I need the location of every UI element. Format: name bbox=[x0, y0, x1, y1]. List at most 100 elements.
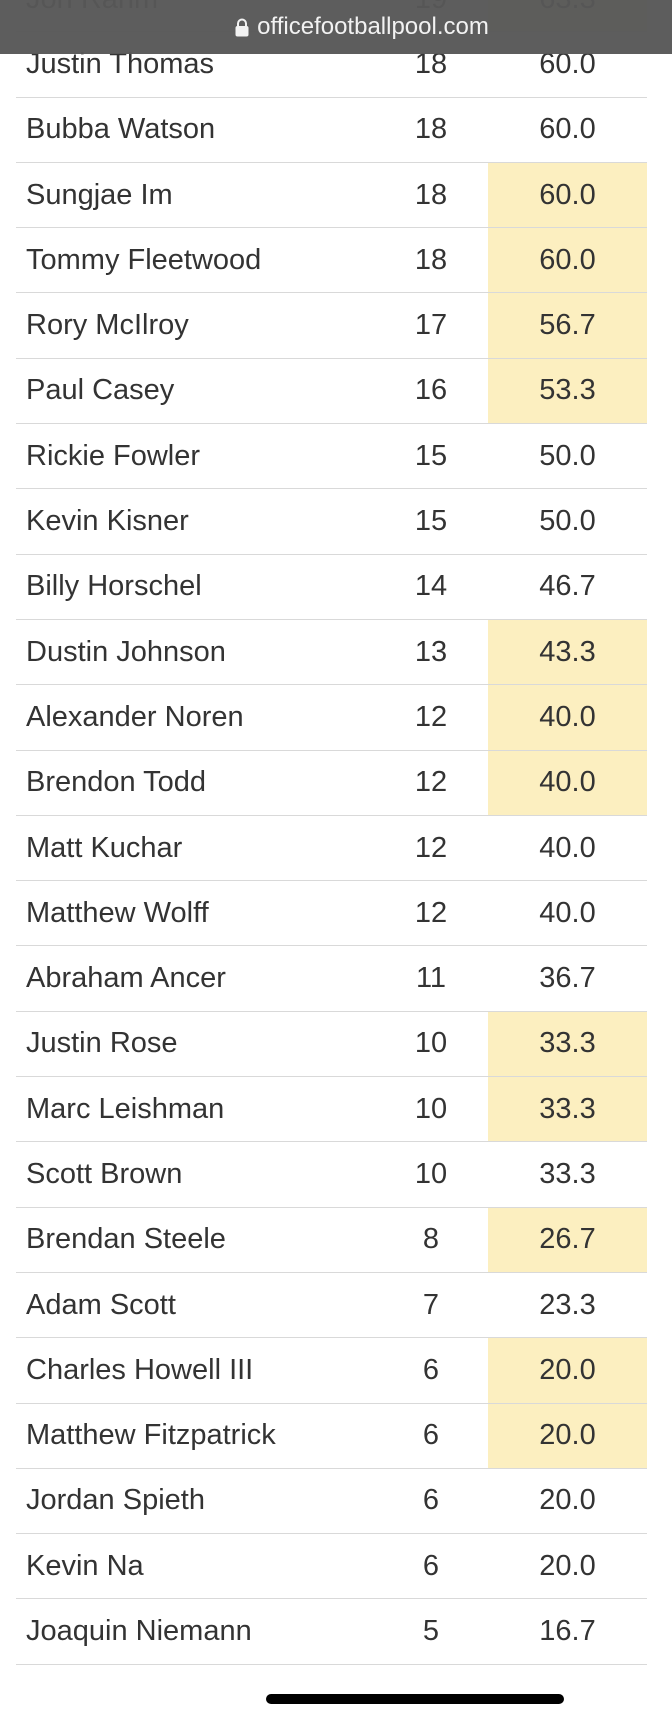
player-name-cell: Adam Scott bbox=[26, 1288, 176, 1321]
address-bar[interactable]: officefootballpool.com bbox=[0, 0, 672, 54]
percentage-cell: 26.7 bbox=[488, 1207, 647, 1272]
table-row: Billy Horschel 14 46.7 bbox=[16, 555, 647, 620]
percentage-cell: 46.7 bbox=[539, 570, 596, 603]
percentage-cell: 20.0 bbox=[488, 1338, 647, 1403]
wins-cell: 12 bbox=[414, 831, 448, 864]
percentage-cell: 33.3 bbox=[539, 1157, 596, 1190]
player-name-cell: Bubba Watson bbox=[26, 113, 216, 146]
percentage-cell: 20.0 bbox=[539, 1549, 596, 1582]
table-row: Bubba Watson 18 60.0 bbox=[16, 98, 647, 163]
table-row: Rickie Fowler 15 50.0 bbox=[16, 424, 647, 490]
table-row: Brendon Todd 12 40.0 bbox=[16, 750, 647, 816]
player-name-cell: Rory McIlroy bbox=[26, 309, 189, 342]
player-name-cell: Justin Rose bbox=[26, 1027, 178, 1060]
wins-cell: 6 bbox=[422, 1419, 440, 1452]
player-name-cell: Rickie Fowler bbox=[26, 439, 201, 472]
wins-cell: 12 bbox=[414, 700, 448, 733]
wins-cell: 18 bbox=[414, 178, 448, 211]
percentage-cell: 20.0 bbox=[539, 1484, 596, 1517]
wins-cell: 8 bbox=[422, 1223, 440, 1256]
lock-icon bbox=[235, 18, 249, 37]
player-name-cell: Kevin Kisner bbox=[26, 505, 189, 538]
percentage-cell: 16.7 bbox=[539, 1615, 596, 1648]
percentage-cell: 60.0 bbox=[488, 162, 647, 228]
percentage-cell: 40.0 bbox=[488, 750, 647, 815]
table-row: Marc Leishman 10 33.3 bbox=[16, 1077, 647, 1143]
percentage-cell: 40.0 bbox=[539, 896, 596, 929]
percentage-cell: 50.0 bbox=[539, 439, 596, 472]
wins-cell: 18 bbox=[414, 243, 448, 276]
wins-cell: 17 bbox=[414, 309, 448, 342]
percentage-cell: 53.3 bbox=[488, 358, 647, 424]
player-name-cell: Matthew Fitzpatrick bbox=[26, 1419, 276, 1452]
url-text[interactable]: officefootballpool.com bbox=[257, 13, 489, 40]
wins-cell: 13 bbox=[414, 635, 448, 668]
address-bar-content[interactable]: officefootballpool.com bbox=[235, 13, 489, 41]
player-name-cell: Dustin Johnson bbox=[26, 635, 226, 668]
player-name-cell: Charles Howell III bbox=[26, 1353, 254, 1386]
wins-cell: 6 bbox=[422, 1353, 440, 1386]
percentage-cell: 50.0 bbox=[539, 505, 596, 538]
table-row: Dustin Johnson 13 43.3 bbox=[16, 619, 647, 686]
table-row: Matt Kuchar 12 40.0 bbox=[16, 816, 647, 882]
table-row: Justin Rose 10 33.3 bbox=[16, 1011, 647, 1078]
percentage-cell: 33.3 bbox=[488, 1077, 647, 1142]
player-name-cell: Alexander Noren bbox=[26, 700, 244, 733]
wins-cell: 10 bbox=[414, 1027, 448, 1060]
wins-cell: 6 bbox=[422, 1484, 440, 1517]
table-row: Paul Casey 16 53.3 bbox=[16, 358, 647, 425]
wins-cell: 16 bbox=[414, 374, 448, 407]
wins-cell: 12 bbox=[414, 896, 448, 929]
percentage-cell: 23.3 bbox=[539, 1288, 596, 1321]
player-name-cell: Paul Casey bbox=[26, 374, 175, 407]
wins-cell: 18 bbox=[414, 113, 448, 146]
player-name-cell: Billy Horschel bbox=[26, 570, 202, 603]
table-row: Matthew Wolff 12 40.0 bbox=[16, 881, 647, 947]
table-row: Sungjae Im 18 60.0 bbox=[16, 162, 647, 229]
wins-cell: 15 bbox=[414, 439, 448, 472]
player-name-cell: Kevin Na bbox=[26, 1549, 144, 1582]
table-row: Tommy Fleetwood 18 60.0 bbox=[16, 228, 647, 294]
player-name-cell: Marc Leishman bbox=[26, 1092, 225, 1125]
table-row: Brendan Steele 8 26.7 bbox=[16, 1207, 647, 1273]
table-row: Jordan Spieth 6 20.0 bbox=[16, 1469, 647, 1535]
percentage-cell: 43.3 bbox=[488, 619, 647, 685]
table-row: Kevin Kisner 15 50.0 bbox=[16, 489, 647, 555]
percentage-cell: 60.0 bbox=[539, 113, 596, 146]
wins-cell: 5 bbox=[422, 1615, 440, 1648]
percentage-cell: 36.7 bbox=[539, 962, 596, 995]
player-name-cell: Sungjae Im bbox=[26, 178, 173, 211]
home-indicator[interactable] bbox=[266, 1694, 564, 1704]
player-name-cell: Scott Brown bbox=[26, 1157, 183, 1190]
wins-cell: 7 bbox=[422, 1288, 440, 1321]
table-row: Scott Brown 10 33.3 bbox=[16, 1142, 647, 1208]
table-row: Adam Scott 7 23.3 bbox=[16, 1273, 647, 1339]
percentage-cell: 40.0 bbox=[488, 685, 647, 750]
player-name-cell: Tommy Fleetwood bbox=[26, 243, 262, 276]
percentage-cell: 20.0 bbox=[488, 1403, 647, 1468]
table-row: Kevin Na 6 20.0 bbox=[16, 1534, 647, 1600]
wins-cell: 10 bbox=[414, 1157, 448, 1190]
player-name-cell: Matthew Wolff bbox=[26, 896, 209, 929]
percentage-cell: 33.3 bbox=[488, 1011, 647, 1077]
table-row: Abraham Ancer 11 36.7 bbox=[16, 946, 647, 1012]
player-name-cell: Joaquin Niemann bbox=[26, 1615, 252, 1648]
player-name-cell: Matt Kuchar bbox=[26, 831, 183, 864]
table-row: Joaquin Niemann 5 16.7 bbox=[16, 1599, 647, 1665]
player-name-cell: Abraham Ancer bbox=[26, 962, 226, 995]
player-name-cell: Brendan Steele bbox=[26, 1223, 226, 1256]
table-row: Alexander Noren 12 40.0 bbox=[16, 685, 647, 751]
wins-cell: 10 bbox=[414, 1092, 448, 1125]
table-row: Rory McIlroy 17 56.7 bbox=[16, 293, 647, 359]
wins-cell: 6 bbox=[422, 1549, 440, 1582]
table-row: Matthew Fitzpatrick 6 20.0 bbox=[16, 1403, 647, 1469]
percentage-cell: 40.0 bbox=[539, 831, 596, 864]
wins-cell: 11 bbox=[415, 962, 447, 995]
wins-cell: 14 bbox=[414, 570, 448, 603]
percentage-cell: 60.0 bbox=[488, 228, 647, 293]
wins-cell: 15 bbox=[414, 505, 448, 538]
table-row: Charles Howell III 6 20.0 bbox=[16, 1338, 647, 1404]
player-name-cell: Jordan Spieth bbox=[26, 1484, 205, 1517]
